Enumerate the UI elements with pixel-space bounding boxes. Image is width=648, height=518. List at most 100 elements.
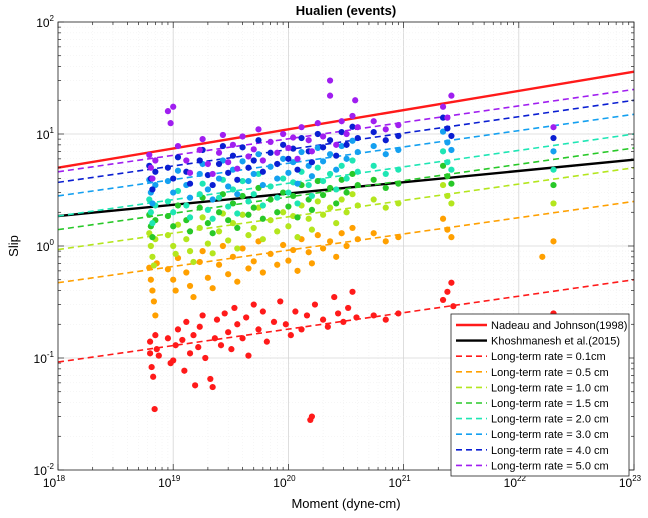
data-point	[245, 211, 252, 218]
data-point	[349, 288, 356, 295]
data-point	[550, 148, 557, 155]
data-point	[354, 124, 361, 131]
long-term-rate-line	[57, 88, 635, 173]
data-point	[199, 214, 206, 221]
data-point	[192, 382, 199, 389]
chart-title: Hualien (events)	[296, 3, 396, 18]
data-point	[448, 200, 455, 207]
data-point	[338, 196, 345, 203]
y-tick-label: 10-2	[34, 462, 55, 478]
data-point	[314, 232, 321, 239]
data-point	[274, 194, 281, 201]
data-point	[215, 228, 223, 235]
data-point	[294, 180, 301, 187]
data-point	[164, 164, 172, 171]
data-point	[152, 312, 159, 319]
data-point	[333, 253, 340, 260]
x-tick-label-exponent: 22	[517, 474, 526, 483]
data-point	[204, 160, 211, 168]
data-point	[259, 181, 266, 189]
data-point	[146, 350, 154, 357]
data-point	[174, 326, 182, 333]
data-point	[280, 209, 287, 216]
data-point	[186, 282, 194, 290]
data-point	[280, 189, 287, 196]
data-point	[354, 236, 361, 243]
x-tick-label-exponent: 21	[402, 474, 411, 483]
y-tick-label-exponent: -2	[47, 462, 55, 471]
data-point	[259, 215, 266, 222]
data-point	[186, 194, 194, 201]
data-point	[267, 217, 274, 224]
data-point	[174, 221, 182, 228]
data-point	[349, 170, 356, 178]
data-point	[164, 266, 172, 273]
data-point	[298, 124, 305, 131]
data-point	[343, 155, 350, 162]
data-point	[170, 357, 177, 364]
data-point	[333, 166, 340, 173]
data-point	[209, 215, 216, 222]
data-point	[199, 136, 206, 143]
data-point	[167, 120, 174, 127]
data-point	[164, 177, 172, 185]
data-point	[267, 149, 274, 156]
data-point	[354, 181, 361, 189]
data-point	[219, 142, 226, 150]
data-point	[229, 186, 237, 193]
legend-entry-label: Long-term rate = 4.0 cm	[491, 445, 609, 457]
y-tick-label-base: 10	[36, 128, 50, 142]
data-point	[225, 183, 232, 190]
data-point	[298, 134, 305, 142]
data-point	[382, 170, 389, 178]
data-point	[250, 157, 257, 164]
data-point	[382, 137, 389, 144]
data-point	[164, 108, 172, 115]
legend-entry-label: Khoshmanesh et al.(2015)	[491, 336, 620, 348]
data-point	[152, 181, 159, 189]
data-point	[274, 175, 281, 182]
data-point	[285, 223, 292, 230]
data-point	[259, 308, 266, 315]
data-point	[333, 200, 340, 207]
data-point	[207, 375, 214, 383]
data-point	[314, 198, 321, 205]
data-point	[294, 166, 301, 173]
data-point	[285, 144, 292, 152]
data-point	[186, 248, 194, 255]
data-point	[282, 321, 289, 328]
data-point	[448, 166, 455, 173]
data-point	[147, 209, 154, 216]
x-tick-label: 1021	[388, 474, 411, 490]
data-point	[239, 144, 246, 151]
data-point	[204, 171, 211, 179]
data-point	[280, 175, 287, 182]
data-point	[250, 191, 257, 198]
legend-entry-label: Long-term rate = 5.0 cm	[491, 460, 609, 472]
data-point	[183, 236, 190, 243]
data-point	[196, 157, 203, 164]
data-point	[239, 133, 246, 140]
data-point	[353, 314, 360, 321]
data-point	[326, 92, 334, 99]
data-point	[314, 177, 321, 185]
data-point	[229, 141, 237, 148]
data-point	[395, 166, 402, 173]
x-tick-label-exponent: 23	[632, 474, 641, 483]
data-point	[333, 141, 340, 148]
data-point	[250, 170, 257, 178]
y-tick-label: 101	[36, 126, 54, 142]
data-point	[250, 301, 257, 308]
data-point	[267, 138, 274, 146]
data-point	[213, 316, 221, 323]
y-tick-label: 100	[36, 238, 54, 254]
long-term-rate-line	[57, 133, 635, 217]
data-point	[245, 153, 252, 160]
data-point	[245, 198, 252, 205]
data-point	[314, 120, 321, 127]
x-tick-label: 1023	[619, 474, 642, 490]
data-point	[209, 181, 216, 189]
data-point	[225, 329, 232, 336]
data-point	[308, 413, 316, 420]
trend-lines	[57, 70, 635, 363]
